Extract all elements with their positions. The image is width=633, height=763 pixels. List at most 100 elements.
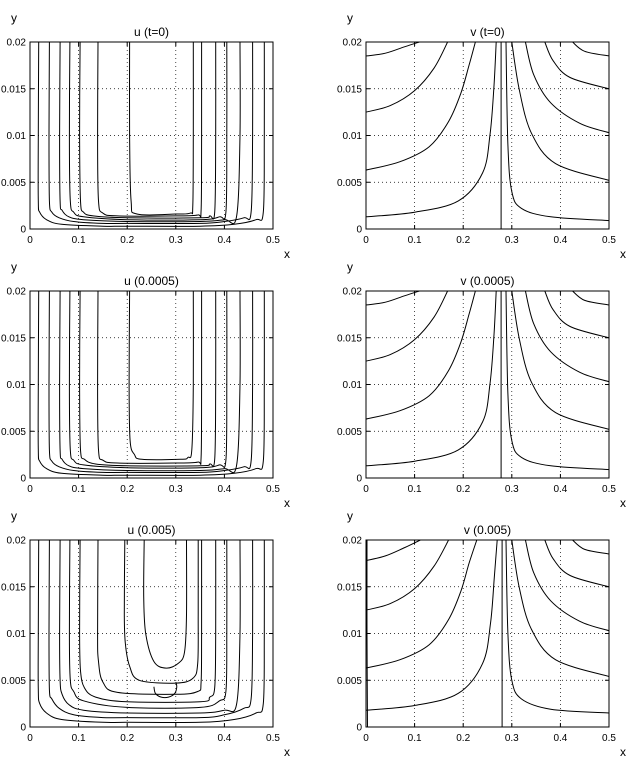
y-tick-label: 0.005 — [1, 676, 26, 687]
y-tick-label: 0.005 — [1, 427, 26, 438]
y-tick-label: 0.005 — [337, 676, 362, 687]
contour-line — [511, 291, 609, 430]
subplot-u-1: 0 0.1 0.2 0.3 0.4 0.5 0 0.005 0.01 0.015 0.02 u (t=… — [1, 11, 290, 261]
contour-lines — [37, 540, 265, 724]
x-tick-label: 0 — [363, 733, 369, 744]
x-tick-label: 0 — [363, 235, 369, 246]
contour-line — [79, 291, 217, 467]
contour-line — [68, 291, 228, 469]
x-axis-label: x — [620, 745, 626, 759]
subplot-title: u (0.005) — [127, 523, 175, 537]
contour-line — [366, 540, 478, 669]
contour-line — [48, 291, 254, 474]
subplot-title: v (0.0005) — [460, 274, 514, 288]
x-tick-label: 0.4 — [217, 484, 231, 495]
x-tick-label: 0.4 — [217, 235, 231, 246]
y-axis-label: y — [11, 509, 17, 523]
x-axis-label: x — [284, 745, 290, 759]
x-axis-label: x — [620, 247, 626, 261]
contour-line — [524, 291, 609, 383]
y-axis-label: y — [347, 509, 353, 523]
contour-lines — [366, 540, 609, 727]
y-tick-label: 0.005 — [337, 427, 362, 438]
x-tick-label: 0.3 — [505, 733, 519, 744]
x-tick-label: 0.1 — [72, 235, 86, 246]
x-tick-label: 0.2 — [120, 235, 134, 246]
y-tick-label: 0.005 — [337, 178, 362, 189]
contour-line — [129, 42, 194, 216]
x-tick-label: 0.2 — [456, 733, 470, 744]
contour-line — [59, 291, 241, 474]
x-tick-label: 0.1 — [72, 484, 86, 495]
contour-line — [505, 540, 609, 714]
x-axis-label: x — [284, 247, 290, 261]
contour-line — [524, 42, 609, 134]
y-tick-label: 0.01 — [343, 131, 363, 142]
contour-line — [366, 42, 449, 113]
y-tick-label: 0.015 — [337, 333, 362, 344]
y-tick-label: 0.02 — [7, 287, 27, 298]
x-tick-label: 0.2 — [456, 235, 470, 246]
contour-line — [366, 540, 498, 711]
contour-line — [366, 291, 449, 362]
x-tick-label: 0 — [27, 733, 33, 744]
x-tick-label: 0.3 — [169, 484, 183, 495]
contour-line — [366, 540, 421, 562]
x-tick-label: 0.4 — [553, 484, 567, 495]
contour-line — [366, 42, 497, 218]
x-axis-label: x — [284, 496, 290, 510]
y-tick-label: 0.01 — [343, 380, 363, 391]
y-axis-label: y — [347, 260, 353, 274]
x-tick-label: 0.5 — [266, 484, 280, 495]
subplot-v-1: 0 0.1 0.2 0.3 0.4 0.5 0 0.005 0.01 0.015 0.02 v (t=… — [337, 11, 626, 261]
contour-line — [366, 291, 497, 467]
contour-line — [128, 291, 194, 461]
contour-line — [59, 540, 241, 714]
contour-line — [511, 540, 609, 677]
contour-line — [366, 291, 420, 306]
y-tick-label: 0.02 — [343, 536, 363, 547]
x-tick-label: 0.3 — [169, 235, 183, 246]
x-tick-label: 0.5 — [266, 733, 280, 744]
contour-line — [511, 42, 609, 181]
y-axis-label: y — [11, 260, 17, 274]
x-tick-label: 0.5 — [602, 733, 616, 744]
y-tick-label: 0 — [20, 225, 26, 236]
contour-line — [123, 540, 199, 684]
subplot-title: u (0.0005) — [124, 274, 179, 288]
contour-line — [505, 291, 609, 471]
x-axis-label: x — [620, 496, 626, 510]
y-tick-label: 0 — [20, 723, 26, 734]
contour-lines — [37, 291, 265, 476]
y-tick-label: 0.015 — [1, 333, 26, 344]
contour-line — [37, 42, 265, 227]
y-axis-label: y — [11, 11, 17, 25]
x-tick-label: 0.3 — [505, 484, 519, 495]
y-tick-label: 0.02 — [343, 287, 363, 298]
contour-line — [97, 540, 203, 695]
x-tick-label: 0.5 — [602, 235, 616, 246]
contour-lines — [366, 42, 609, 229]
contour-line — [37, 540, 265, 724]
contour-line — [544, 291, 609, 339]
y-tick-label: 0.015 — [1, 84, 26, 95]
subplot-title: u (t=0) — [134, 25, 169, 39]
contour-line — [505, 42, 609, 222]
subplot-u-3: 0 0.1 0.2 0.3 0.4 0.5 0 0.005 0.01 0.015 0.02 u (0.… — [1, 509, 290, 759]
contour-line — [59, 42, 241, 225]
subplot-title: v (t=0) — [470, 25, 504, 39]
contour-line — [97, 291, 203, 465]
y-tick-label: 0 — [20, 474, 26, 485]
contour-lines — [366, 291, 609, 478]
y-axis-label: y — [347, 11, 353, 25]
contour-line — [79, 540, 217, 703]
contour-line — [48, 42, 254, 225]
contour-line — [544, 42, 609, 90]
contour-line — [143, 540, 188, 669]
x-tick-label: 0.3 — [505, 235, 519, 246]
x-tick-label: 0.1 — [408, 235, 422, 246]
y-tick-label: 0.02 — [7, 38, 27, 49]
contour-line — [79, 42, 217, 220]
